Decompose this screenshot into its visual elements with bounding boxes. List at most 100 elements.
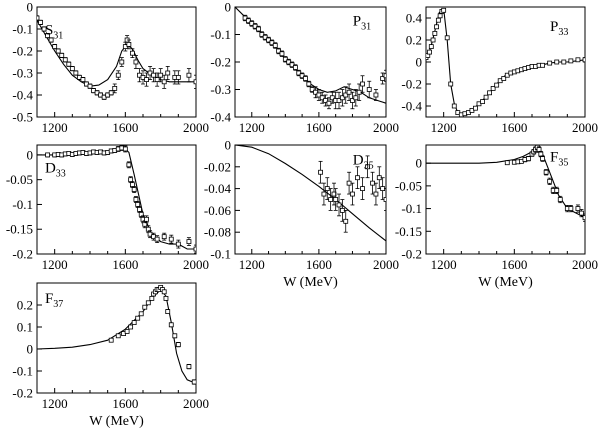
x-axis-title: W (MeV) (283, 275, 338, 290)
data-point (432, 30, 438, 36)
data-point (547, 60, 553, 66)
data-point (138, 311, 144, 317)
data-point (333, 197, 339, 202)
y-tick-label: -0.3 (210, 82, 231, 97)
panel-label: F37 (45, 291, 63, 310)
y-tick-label: 0 (225, 138, 232, 153)
data-point (133, 197, 139, 202)
data-point (145, 226, 151, 232)
data-point (380, 76, 386, 81)
y-tick-label: -0.05 (6, 172, 33, 187)
data-point (306, 81, 312, 87)
data-point (151, 72, 157, 78)
data-point (165, 70, 171, 76)
data-point (193, 79, 196, 85)
data-point (256, 26, 261, 32)
data-point (480, 99, 485, 104)
x-tick-label: 1200 (42, 120, 68, 135)
y-tick-label: 0 (27, 147, 34, 162)
panel-label: D35 (353, 153, 374, 172)
data-point (87, 83, 93, 89)
data-point (366, 87, 372, 92)
y-tick-label: -0.2 (401, 77, 422, 92)
data-point (128, 324, 134, 330)
data-point (494, 82, 500, 88)
data-point (444, 35, 450, 41)
y-tick-label: -0.5 (12, 110, 33, 125)
data-point (353, 95, 359, 101)
y-tick-label: -0.1 (210, 247, 231, 262)
data-point (175, 75, 181, 80)
data-point (48, 37, 54, 43)
data-point (175, 241, 181, 247)
y-tick-label: -0.05 (395, 178, 422, 193)
panel-6: 1200 1600 2000 0 -0.05 -0.1 -0.15 -0.2 W (MeV) F3… (395, 144, 598, 290)
data-point (568, 58, 574, 64)
data-point (133, 59, 139, 65)
x-axis-title: W (MeV) (478, 275, 533, 290)
data-point (131, 320, 137, 326)
data-point (80, 77, 86, 82)
data-point (313, 89, 318, 95)
x-tick-label: 2000 (572, 257, 598, 272)
data-point (373, 191, 379, 197)
data-point (360, 186, 365, 192)
y-tick-label: -0.06 (204, 203, 232, 218)
x-tick-label: 2000 (183, 257, 209, 272)
data-point (69, 66, 75, 71)
panel-label: P33 (550, 19, 568, 38)
plot-frame (36, 6, 197, 118)
data-point (161, 289, 167, 295)
data-point (427, 49, 432, 55)
plot-area (37, 15, 196, 100)
data-point (430, 37, 436, 43)
x-tick-label: 1600 (112, 396, 138, 411)
y-tick-label: 0.2 (17, 298, 33, 313)
data-point (540, 156, 545, 162)
data-point (582, 57, 585, 63)
data-point (128, 177, 134, 183)
data-point (329, 95, 335, 101)
data-point (45, 33, 50, 38)
data-point (336, 98, 342, 103)
data-point (323, 98, 329, 103)
data-point (145, 300, 151, 306)
data-point (582, 215, 585, 221)
data-point (554, 59, 560, 65)
y-tick-label: -0.15 (395, 224, 422, 239)
y-tick-label: -0.4 (210, 110, 231, 125)
plot-frame (36, 144, 197, 255)
data-point (451, 103, 457, 109)
fit-curve (235, 145, 386, 242)
y-tick-label: 0 (416, 55, 423, 70)
y-tick-label: -0.15 (6, 222, 33, 237)
data-point (490, 86, 496, 91)
data-point (126, 42, 132, 47)
data-point (343, 92, 349, 98)
data-point (62, 57, 68, 63)
fit-curve (37, 148, 196, 250)
data-point (112, 86, 118, 91)
data-point (52, 44, 58, 49)
plot-area (37, 284, 196, 385)
data-point (122, 146, 128, 152)
panel-3: 1200 1600 2000 0.4 0.2 0 -0.2 -0.4 P33 (401, 6, 598, 135)
data-point (575, 57, 581, 63)
data-point (272, 43, 278, 48)
data-point (383, 197, 386, 202)
y-tick-label: -0.2 (401, 247, 422, 262)
y-tick-label: 0.2 (406, 33, 422, 48)
panel-4: 1200 1600 2000 0 -0.05 -0.1 -0.15 -0.2 D33 (6, 144, 209, 272)
data-point (168, 236, 174, 242)
data-point (568, 206, 574, 211)
y-tick-label: -0.2 (12, 386, 33, 401)
x-tick-label: 1600 (306, 257, 332, 272)
y-tick-label: 0 (225, 0, 232, 15)
data-point (543, 169, 549, 175)
data-point (119, 59, 125, 65)
data-point (448, 81, 454, 87)
data-point (124, 328, 130, 334)
panel-label: D33 (45, 160, 66, 179)
y-tick-label: -0.04 (204, 181, 232, 196)
